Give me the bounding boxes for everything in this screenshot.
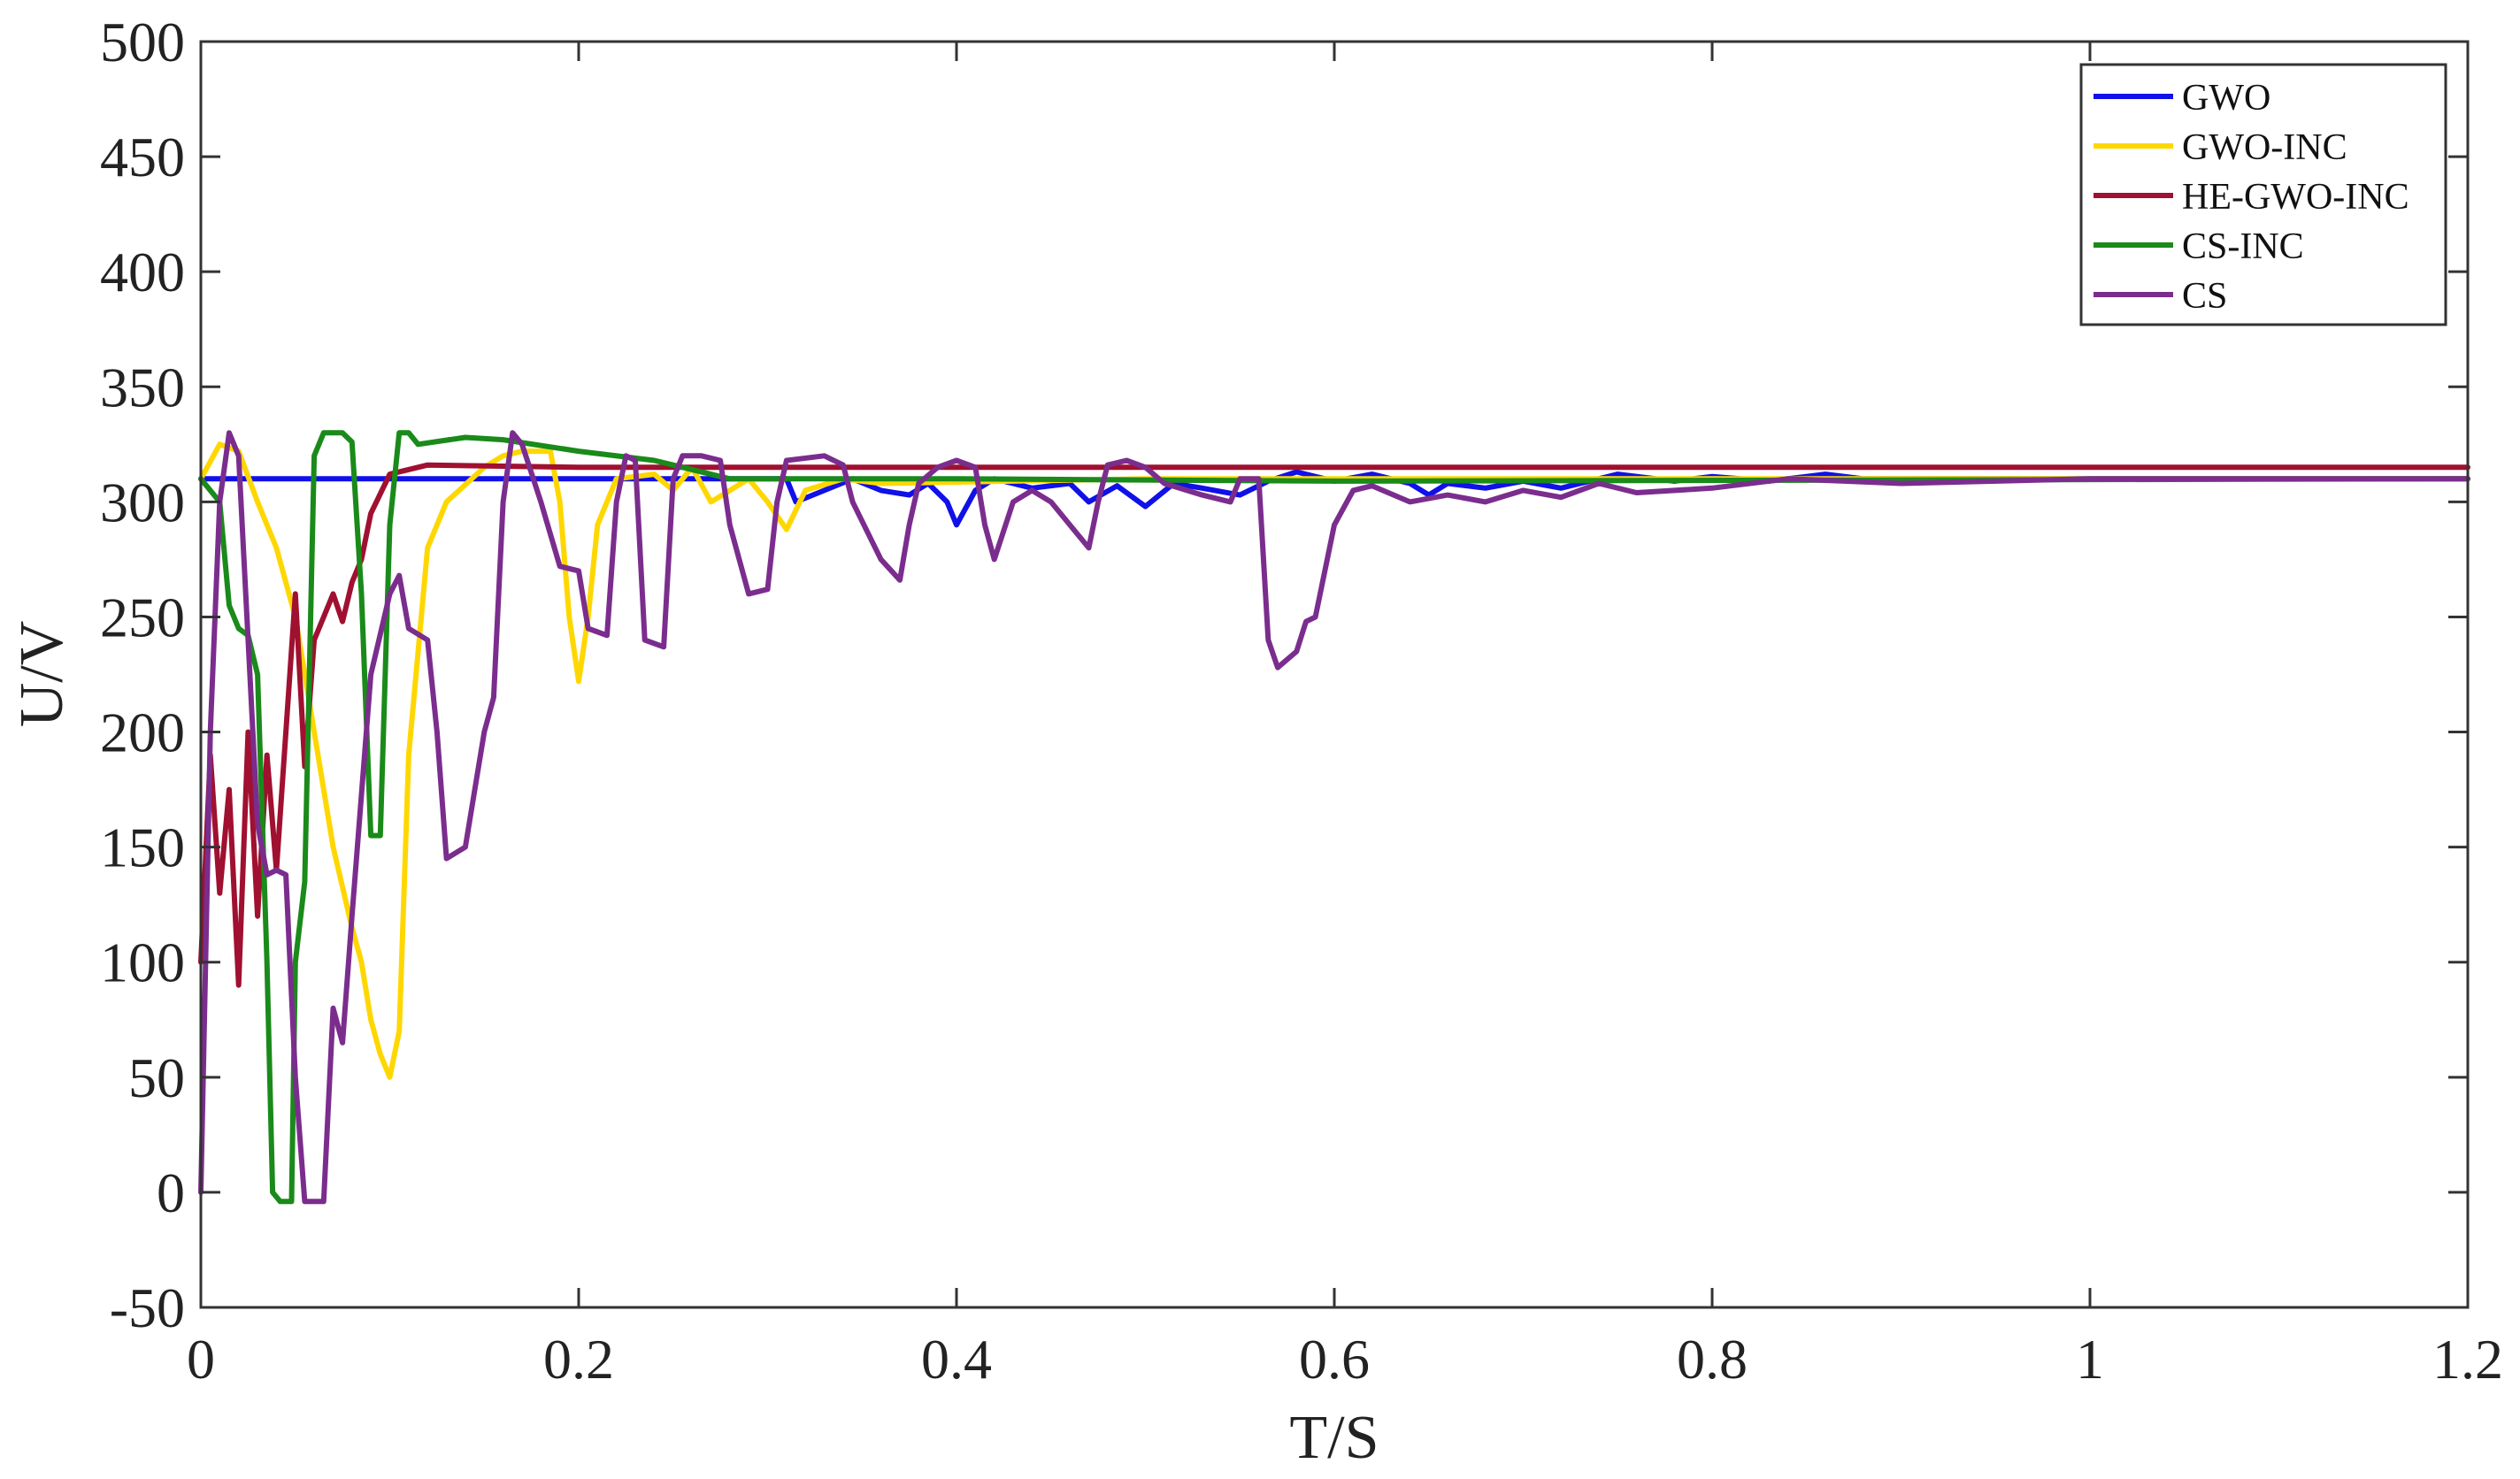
series-line-gwo xyxy=(198,469,2470,528)
legend-label: GWO xyxy=(2182,78,2270,119)
y-tick-label: 200 xyxy=(100,701,185,764)
y-tick-label: 250 xyxy=(100,586,185,648)
x-tick-label: 1 xyxy=(2076,1328,2104,1391)
x-tick-label: 0.4 xyxy=(921,1328,992,1391)
y-tick-label: 350 xyxy=(100,356,185,418)
x-tick-label: 1.2 xyxy=(2432,1328,2503,1391)
legend: GWO GWO-INC HE-GWO-INC CS-INC CS xyxy=(2079,63,2447,326)
y-tick-label: 0 xyxy=(157,1161,185,1224)
x-axis: 0 0.2 0.4 0.6 0.8 1 1.2 xyxy=(187,42,2503,1391)
series-line-cs xyxy=(198,430,2470,1205)
y-tick-label: 50 xyxy=(128,1046,185,1109)
y-tick-label: 300 xyxy=(100,471,185,533)
legend-label: GWO-INC xyxy=(2182,127,2347,168)
y-tick-label: 400 xyxy=(100,241,185,303)
series-layer xyxy=(198,430,2470,1205)
y-axis-title: U/V xyxy=(8,621,76,728)
x-axis-title: T/S xyxy=(1289,1404,1379,1472)
series-line-he-gwo-inc xyxy=(198,462,2470,988)
x-tick-label: 0 xyxy=(187,1328,215,1391)
legend-label: CS xyxy=(2182,276,2227,317)
x-tick-label: 0.2 xyxy=(543,1328,614,1391)
y-tick-label: 100 xyxy=(100,931,185,994)
y-axis: -50 0 50 100 150 200 250 300 350 400 450 500 xyxy=(100,11,2468,1339)
y-tick-label: 150 xyxy=(100,816,185,879)
y-tick-label: 450 xyxy=(100,126,185,188)
series-line-gwo-inc xyxy=(198,441,2470,1080)
y-tick-label: -50 xyxy=(110,1276,185,1339)
legend-label: HE-GWO-INC xyxy=(2182,177,2409,218)
y-tick-label: 500 xyxy=(100,11,185,73)
series-line-cs-inc xyxy=(198,430,2470,1205)
x-tick-label: 0.6 xyxy=(1299,1328,1370,1391)
legend-label: CS-INC xyxy=(2182,226,2304,267)
x-tick-label: 0.8 xyxy=(1677,1328,1748,1391)
